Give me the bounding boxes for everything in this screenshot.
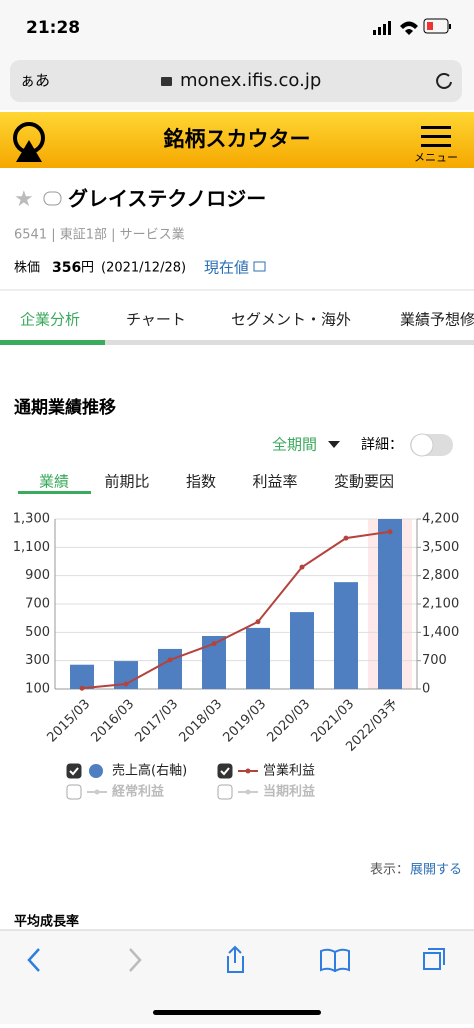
price: 356 xyxy=(52,260,81,276)
tab-active-indicator xyxy=(0,340,105,345)
app-header xyxy=(0,112,474,168)
bookmarks-button[interactable] xyxy=(320,948,350,973)
legend-checkbox[interactable] xyxy=(217,763,233,779)
text-size-button[interactable]: ぁあ xyxy=(20,72,50,90)
bar xyxy=(158,648,182,689)
legend-label[interactable]: 当期利益 xyxy=(263,784,315,800)
legend-swatch xyxy=(89,764,103,778)
x-tick-label: 2015/03 xyxy=(45,697,94,746)
line-point xyxy=(211,641,217,647)
x-tick-label: 2020/03 xyxy=(265,697,314,746)
status-icons xyxy=(373,18,451,35)
line-point xyxy=(343,535,349,541)
expand-link[interactable]: 展開する xyxy=(410,863,462,878)
legend-checkbox[interactable] xyxy=(66,784,82,800)
y-tick-label: 300 xyxy=(25,653,50,668)
popup-icon xyxy=(253,261,266,272)
favorite-star[interactable]: ★ xyxy=(14,187,34,212)
detail-label: 詳細： xyxy=(361,437,403,453)
app-title: 銘柄スカウター xyxy=(164,127,311,151)
x-tick-label: 2017/03 xyxy=(133,697,182,746)
price-date: (2021/12/28) xyxy=(101,261,186,276)
y2-tick-label: 2,800 xyxy=(422,568,459,583)
line-point xyxy=(79,685,85,691)
period-select[interactable]: 全期間 xyxy=(272,436,317,454)
home-indicator xyxy=(153,1010,321,1015)
comment-icon[interactable] xyxy=(43,191,62,206)
forward-button[interactable] xyxy=(129,948,142,972)
sub-tab[interactable]: 業績 xyxy=(39,473,69,491)
legend-checkbox[interactable] xyxy=(217,784,233,800)
lock-icon xyxy=(161,77,172,86)
x-tick-label: 2018/03 xyxy=(177,697,226,746)
bar xyxy=(334,582,358,689)
checkmark xyxy=(220,767,230,776)
url-bar[interactable] xyxy=(10,60,462,102)
sub-tab[interactable]: 指数 xyxy=(186,473,216,491)
legend-label[interactable]: 営業利益 xyxy=(263,763,315,779)
reload-icon[interactable] xyxy=(436,73,452,89)
logo[interactable] xyxy=(13,122,45,162)
checkmark xyxy=(69,767,79,776)
sub-tab[interactable]: 前期比 xyxy=(104,473,149,491)
y-tick-label: 500 xyxy=(25,625,50,640)
line-point xyxy=(299,564,305,570)
y2-tick-label: 3,500 xyxy=(422,540,459,555)
sub-tab[interactable]: 利益率 xyxy=(252,473,297,491)
line-point xyxy=(167,657,173,663)
section-title: 通期業績推移 xyxy=(14,397,116,418)
y-tick-label: 900 xyxy=(25,568,50,583)
tab[interactable]: チャート xyxy=(126,311,186,329)
legend-swatch-dot xyxy=(245,789,251,795)
legend-swatch-dot xyxy=(245,768,251,774)
display-label: 表示： xyxy=(370,863,409,878)
price-label: 株価 xyxy=(14,261,40,276)
y2-tick-label: 0 xyxy=(422,682,430,697)
subtab-indicator xyxy=(18,491,91,494)
back-button[interactable] xyxy=(27,948,40,972)
clock: 21:28 xyxy=(26,18,80,38)
stock-info: 6541 | 東証1部 | サービス業 xyxy=(14,227,185,243)
bar xyxy=(378,519,402,689)
y2-tick-label: 4,200 xyxy=(422,512,459,527)
menu-label[interactable]: メニュー xyxy=(414,151,458,164)
y-tick-label: 1,300 xyxy=(13,512,50,527)
growth-title: 平均成長率 xyxy=(14,914,79,930)
y2-tick-label: 1,400 xyxy=(422,625,459,640)
tab-track xyxy=(0,340,474,345)
tab[interactable]: 業績予想修 xyxy=(400,311,474,329)
line-point xyxy=(387,529,393,535)
sub-tab[interactable]: 変動要因 xyxy=(334,473,394,491)
x-tick-label: 2019/03 xyxy=(221,697,270,746)
share-button[interactable] xyxy=(227,945,244,973)
y-tick-label: 700 xyxy=(25,597,50,612)
bar xyxy=(70,664,94,689)
y2-tick-label: 700 xyxy=(422,653,447,668)
legend-swatch-dot xyxy=(94,789,100,795)
browser-toolbar xyxy=(0,930,474,1024)
bar xyxy=(246,627,270,689)
line-point xyxy=(123,681,129,687)
stock-name: グレイステクノロジー xyxy=(68,187,266,211)
y-tick-label: 1,100 xyxy=(13,540,50,555)
tab[interactable]: セグメント・海外 xyxy=(231,311,351,329)
y2-tick-label: 2,100 xyxy=(422,597,459,612)
menu-button[interactable]: メニュー xyxy=(414,126,458,164)
line xyxy=(81,530,391,690)
bar xyxy=(290,612,314,689)
dropdown-arrow xyxy=(328,441,340,448)
tabs-button[interactable] xyxy=(423,948,445,970)
legend-label[interactable]: 経常利益 xyxy=(112,784,164,800)
line-point xyxy=(255,619,261,625)
price-unit: 円 xyxy=(81,261,94,276)
x-tick-label: 2016/03 xyxy=(89,697,138,746)
legend-checkbox[interactable] xyxy=(66,763,82,779)
tab[interactable]: 企業分析 xyxy=(20,311,80,329)
y-tick-label: 100 xyxy=(25,682,50,697)
current-price-link[interactable]: 現在値 xyxy=(204,259,249,277)
legend-label[interactable]: 売上高(右軸) xyxy=(112,763,187,779)
detail-toggle[interactable] xyxy=(410,433,453,457)
url[interactable]: monex.ifis.co.jp xyxy=(180,70,321,91)
